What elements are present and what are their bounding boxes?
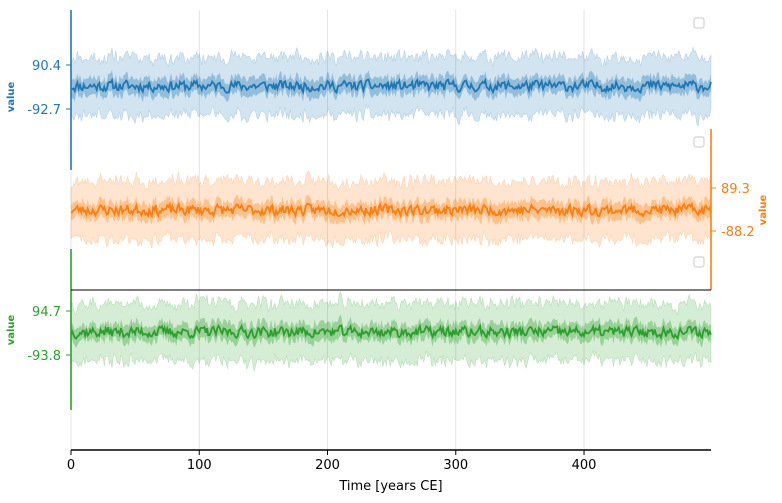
y-axis-label: value <box>6 314 17 345</box>
y-axis-label: value <box>6 81 17 112</box>
x-tick-label: 100 <box>187 458 212 473</box>
x-tick-label: 300 <box>443 458 468 473</box>
x-tick-label: 0 <box>67 458 75 473</box>
y-tick-label: -88.2 <box>721 225 755 240</box>
median-line <box>70 201 712 219</box>
median-line <box>70 77 712 95</box>
legend-box <box>693 17 705 29</box>
legend-box <box>693 256 705 268</box>
y-axis-label: value <box>758 194 769 225</box>
x-tick-label: 200 <box>315 458 340 473</box>
chart-panels: 90.4-92.7value89.3-88.2value94.7-93.8val… <box>6 10 769 410</box>
series-panel: 94.7 -93.8 value <box>6 249 712 410</box>
y-tick-label: 89.3 <box>721 182 750 197</box>
y-tick-label: -92.7 <box>27 103 61 118</box>
y-tick-label: 94.7 <box>32 305 61 320</box>
inner-uncertainty-band <box>71 194 711 226</box>
x-tick-label: 400 <box>572 458 597 473</box>
y-tick-label: 90.4 <box>32 59 61 74</box>
median-line <box>70 323 712 341</box>
x-axis-label: Time [years CE] <box>338 479 442 494</box>
x-axis: 0 100 200 300 400 <box>67 449 711 473</box>
y-tick-label: -93.8 <box>27 349 61 364</box>
legend-box <box>693 136 705 148</box>
series-panel: 90.4 -92.7 value <box>6 10 712 170</box>
